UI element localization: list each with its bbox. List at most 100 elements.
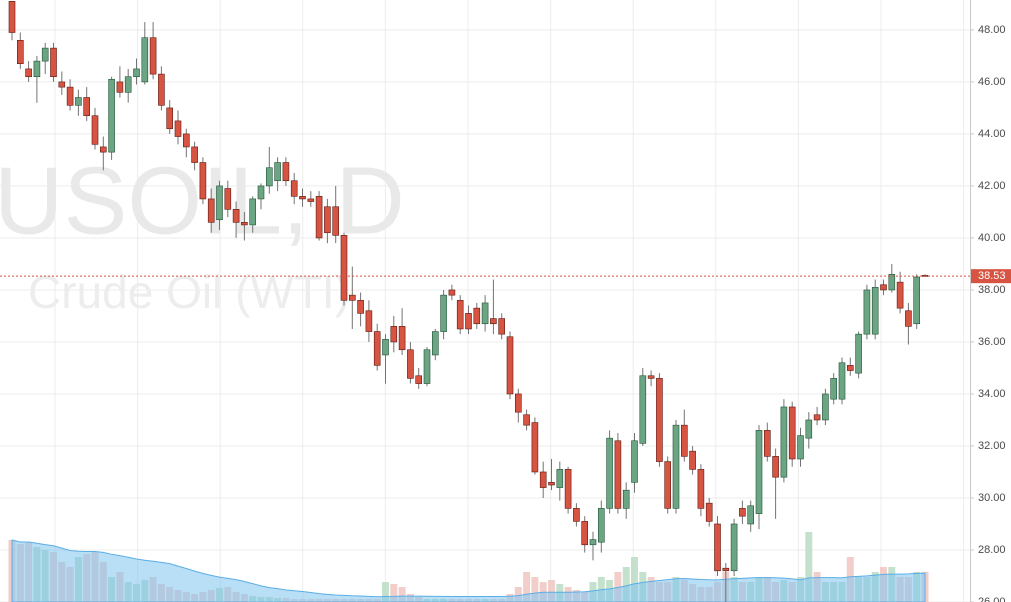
- candle-body: [324, 206, 331, 234]
- y-tick-label: 46.00: [978, 76, 1006, 88]
- candle-body: [813, 414, 821, 421]
- candle-body: [440, 294, 447, 332]
- candle-body: [548, 482, 555, 486]
- candle-body: [597, 508, 605, 543]
- y-tick-label: 48.00: [978, 24, 1006, 36]
- watermark-subtitle: Crude Oil (WTI): [28, 266, 350, 318]
- candle-body: [91, 115, 99, 145]
- candle-body: [257, 185, 265, 200]
- candle-body: [805, 419, 813, 439]
- candle-body: [514, 393, 522, 413]
- candle-body: [913, 276, 921, 325]
- y-tick-label: 40.00: [978, 232, 1006, 244]
- candle-body: [564, 469, 572, 509]
- candle-body: [755, 430, 763, 514]
- candle-body: [763, 430, 771, 457]
- volume-average: [11, 539, 926, 602]
- volume-bar: [531, 577, 539, 602]
- candle-body: [739, 508, 746, 517]
- candle-body: [8, 1, 16, 33]
- candle-body: [490, 318, 497, 325]
- candle-body: [166, 107, 173, 130]
- y-tick-label: 38.00: [978, 284, 1006, 296]
- candle-body: [116, 81, 124, 93]
- candle-body: [50, 47, 57, 78]
- volume-pane: [8, 532, 929, 602]
- candle-body: [788, 406, 796, 460]
- candle-body: [407, 349, 414, 379]
- y-tick-label: 44.00: [978, 128, 1006, 140]
- candle-body: [606, 437, 613, 509]
- y-tick-label: 28.00: [978, 544, 1006, 556]
- candle-body: [473, 307, 481, 325]
- candle-body: [199, 162, 207, 200]
- candle-body: [855, 333, 862, 374]
- candle-body: [830, 378, 838, 400]
- candle-body: [357, 300, 364, 314]
- candle-body: [33, 60, 41, 78]
- volume-bar: [523, 572, 531, 602]
- candle-body: [880, 284, 887, 291]
- candle-body: [846, 365, 854, 371]
- candle-body: [100, 146, 107, 153]
- candle-body: [581, 521, 589, 546]
- candle-body: [149, 37, 157, 75]
- candle-body: [83, 97, 90, 117]
- candle-body: [456, 300, 464, 330]
- candles: [0, 1, 970, 602]
- candle-body: [241, 222, 248, 226]
- candle-body: [523, 414, 530, 426]
- candle-body: [589, 539, 597, 546]
- candle-body: [191, 146, 198, 163]
- candle-body: [481, 302, 489, 325]
- y-tick-label: 42.00: [978, 180, 1006, 192]
- candle-body: [307, 198, 315, 202]
- candle-body: [531, 422, 539, 473]
- y-tick-label: 30.00: [978, 492, 1006, 504]
- candle-body: [622, 489, 630, 509]
- candle-body: [58, 81, 66, 88]
- candle-body: [730, 523, 738, 572]
- candle-body: [398, 326, 406, 351]
- candle-body: [631, 440, 638, 483]
- candle-body: [838, 362, 846, 400]
- candle-body: [772, 456, 779, 478]
- candle-body: [614, 440, 622, 509]
- candle-body: [498, 318, 506, 335]
- y-tick-label: 34.00: [978, 388, 1006, 400]
- candle-body: [539, 471, 547, 488]
- candle-body: [373, 331, 381, 366]
- candle-body: [780, 406, 788, 478]
- candle-body: [365, 310, 373, 332]
- candle-body: [216, 185, 223, 221]
- candle-body: [290, 180, 298, 197]
- candle-body: [896, 281, 904, 309]
- candle-body: [415, 375, 423, 384]
- candle-body: [639, 375, 647, 444]
- candle-body: [431, 331, 439, 356]
- candle-body: [332, 206, 340, 236]
- candle-body: [274, 162, 281, 182]
- candle-body: [573, 508, 580, 522]
- candle-body: [714, 523, 721, 572]
- candle-body: [41, 47, 49, 62]
- candle-body: [689, 450, 696, 470]
- candle-body: [697, 469, 705, 509]
- candle-body: [124, 76, 132, 93]
- candle-body: [680, 424, 688, 457]
- candle-body: [141, 37, 149, 83]
- candle-body: [448, 289, 456, 296]
- candle-body: [133, 68, 140, 78]
- candle-body: [664, 461, 672, 509]
- volume-bar: [398, 587, 406, 602]
- candle-body: [465, 313, 472, 330]
- candle-body: [797, 435, 804, 460]
- candle-body: [506, 336, 514, 395]
- candle-body: [75, 97, 82, 106]
- candle-body: [249, 198, 256, 226]
- candle-body: [672, 424, 680, 509]
- candle-body: [315, 196, 323, 239]
- last-price-box: [971, 269, 1011, 284]
- candle-body: [183, 133, 190, 148]
